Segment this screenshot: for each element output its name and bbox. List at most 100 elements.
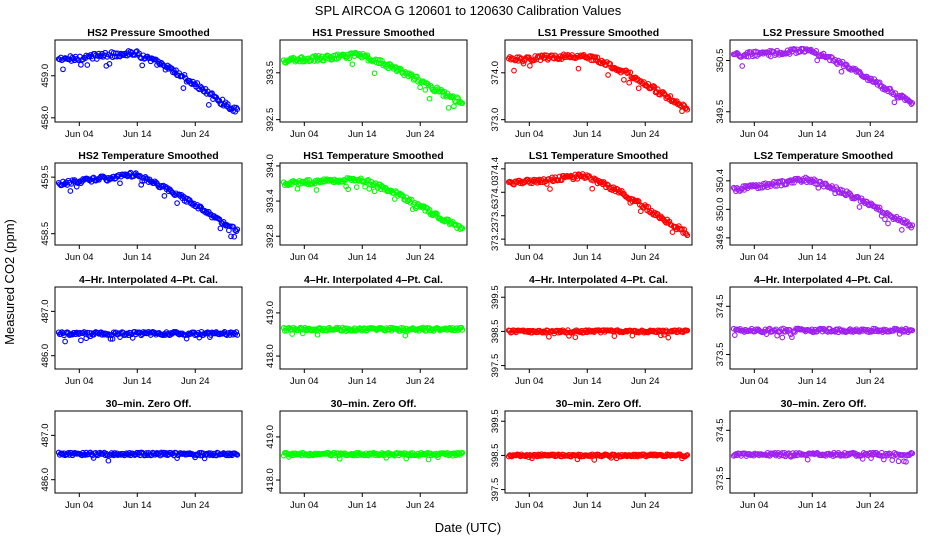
x-tick-label: Jun 04 xyxy=(740,252,769,263)
y-tick-label: 393.5 xyxy=(265,61,276,85)
data-point xyxy=(885,220,891,227)
data-point xyxy=(624,70,630,76)
data-points xyxy=(55,48,241,115)
y-tick-label: 373.5 xyxy=(715,467,726,491)
data-point xyxy=(233,329,240,335)
x-tick-label: Jun 14 xyxy=(123,252,152,263)
data-point xyxy=(353,184,360,190)
data-point xyxy=(422,87,429,93)
data-point xyxy=(654,86,661,92)
data-point xyxy=(362,52,368,59)
x-tick-label: Jun 24 xyxy=(856,376,885,387)
x-tick-label: Jun 24 xyxy=(631,129,660,140)
data-point xyxy=(408,196,415,203)
y-tick-label: 486.0 xyxy=(40,468,51,492)
data-point xyxy=(454,94,460,101)
data-point xyxy=(73,183,80,190)
data-point xyxy=(344,175,350,181)
data-point xyxy=(345,186,352,193)
y-tick-label: 398.5 xyxy=(490,320,501,344)
data-point xyxy=(667,93,674,99)
data-point xyxy=(112,50,119,57)
data-point xyxy=(625,69,631,76)
x-tick-label: Jun 24 xyxy=(406,500,435,511)
y-tick-label: 397.5 xyxy=(490,478,501,502)
y-tick-label: 373.5 xyxy=(715,343,726,367)
y-tick-label: 373.2 xyxy=(490,227,501,251)
data-point xyxy=(607,61,614,67)
data-points xyxy=(505,171,691,239)
panel-title: 4–Hr. Interpolated 4–Pt. Cal. xyxy=(754,274,893,286)
data-point xyxy=(684,327,691,334)
data-point xyxy=(635,85,642,92)
panel-frame xyxy=(54,286,243,370)
data-point xyxy=(391,196,398,202)
data-point xyxy=(866,329,872,335)
x-tick-label: Jun 14 xyxy=(573,129,602,140)
data-point xyxy=(611,333,618,339)
x-tick-label: Jun 04 xyxy=(65,252,94,263)
data-points xyxy=(730,449,916,465)
panel-grid: HS2 Pressure Smoothed 458.0 459.0 Jun 04 Jun… xyxy=(40,27,918,511)
x-tick-label: Jun 24 xyxy=(631,252,660,263)
data-point xyxy=(228,233,234,240)
data-point xyxy=(546,333,552,340)
data-point xyxy=(161,193,168,199)
data-point xyxy=(138,181,145,188)
data-point xyxy=(181,72,188,78)
data-point xyxy=(864,451,870,457)
panel-2: HS1 Pressure Smoothed 392.5 393.5 Jun 04 Jun… xyxy=(265,27,468,140)
x-tick-label: Jun 14 xyxy=(798,376,827,387)
data-point xyxy=(794,177,800,183)
data-point xyxy=(402,332,409,339)
data-point xyxy=(909,327,916,334)
panel-title: HS1 Temperature Smoothed xyxy=(303,150,443,162)
data-point xyxy=(434,211,440,217)
y-tick-label: 398.5 xyxy=(490,444,501,468)
panel-title: LS2 Pressure Smoothed xyxy=(763,27,884,39)
x-tick-label: Jun 14 xyxy=(573,500,602,511)
data-point xyxy=(838,68,845,75)
y-tick-label: 399.5 xyxy=(490,409,501,433)
data-point xyxy=(891,99,898,106)
y-tick-label: 458.5 xyxy=(40,222,51,246)
y-tick-label: 459.0 xyxy=(40,64,51,88)
panel-title: 30–min. Zero Off. xyxy=(331,398,417,410)
y-tick-label: 374.5 xyxy=(715,418,726,442)
data-point xyxy=(520,60,527,67)
data-point xyxy=(234,226,241,233)
data-point xyxy=(441,88,448,95)
data-point xyxy=(815,184,822,191)
y-tick-label: 487.0 xyxy=(40,423,51,447)
data-point xyxy=(813,48,820,54)
y-tick-label: 487.0 xyxy=(40,299,51,323)
panel-title: 4–Hr. Interpolated 4–Pt. Cal. xyxy=(529,274,668,286)
panel-10: 4–Hr. Interpolated 4–Pt. Cal. 418.0 419.0 J… xyxy=(265,274,468,387)
x-tick-label: Jun 14 xyxy=(798,500,827,511)
data-point xyxy=(159,183,166,190)
panel-6: HS1 Temperature Smoothed 392.8 393.4 394.0 J… xyxy=(265,150,468,263)
data-point xyxy=(219,96,226,103)
data-point xyxy=(665,334,672,341)
x-tick-label: Jun 24 xyxy=(631,500,660,511)
panel-8: LS2 Temperature Smoothed 349.6 350.0 350.4 J… xyxy=(715,150,918,263)
y-tick-label: 459.5 xyxy=(40,165,51,189)
data-point xyxy=(314,331,321,338)
data-point xyxy=(605,72,611,78)
y-axis-label: Measured CO2 (ppm) xyxy=(2,219,17,345)
panel-15: 30–min. Zero Off. 397.5 398.5 399.5 Jun 04 Ju… xyxy=(490,398,693,511)
x-tick-label: Jun 14 xyxy=(348,500,377,511)
data-point xyxy=(680,230,686,236)
panel-title: LS1 Temperature Smoothed xyxy=(529,150,668,162)
data-point xyxy=(78,61,84,68)
data-points xyxy=(280,324,466,339)
x-tick-label: Jun 14 xyxy=(798,252,827,263)
data-point xyxy=(859,456,866,462)
panel-frame xyxy=(504,410,693,494)
data-point xyxy=(772,183,778,189)
panel-title: 4–Hr. Interpolated 4–Pt. Cal. xyxy=(304,274,443,286)
x-tick-label: Jun 14 xyxy=(123,129,152,140)
panel-7: LS1 Temperature Smoothed 373.2373.6374.03… xyxy=(490,150,693,263)
x-axis-label: Date (UTC) xyxy=(435,520,501,535)
data-point xyxy=(832,56,839,63)
